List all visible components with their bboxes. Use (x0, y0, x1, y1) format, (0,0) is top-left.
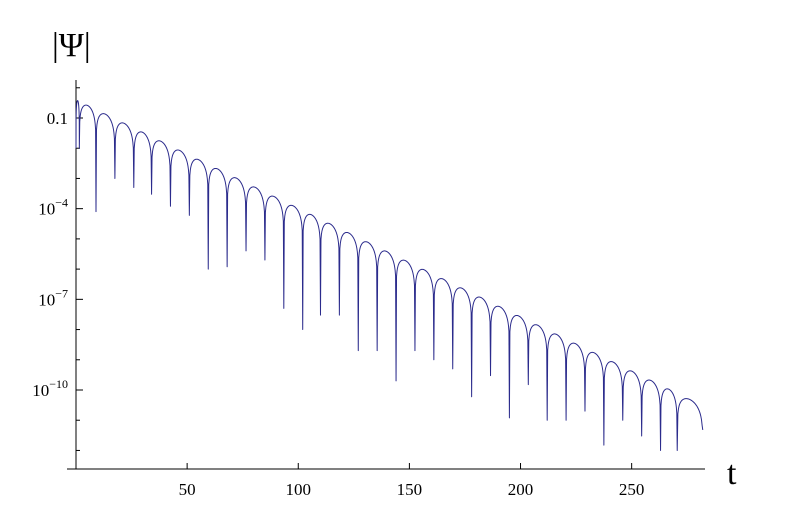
axes (67, 80, 705, 470)
x-tick-label: 100 (286, 480, 312, 499)
y-tick-exponent: −10 (49, 377, 68, 391)
y-ticks: 0.110−410−710−10 (32, 87, 83, 451)
y-tick-label: 0.1 (47, 109, 68, 128)
x-ticks: 50 100 150 200 250 (179, 463, 645, 499)
x-tick-label: 200 (508, 480, 534, 499)
y-tick-exponent: −4 (55, 196, 68, 210)
y-tick-base: 0.1 (47, 109, 68, 128)
y-tick-label: 10−7 (38, 286, 68, 309)
y-tick-base: 10 (32, 381, 49, 400)
x-tick-label: 250 (619, 480, 645, 499)
y-tick-base: 10 (38, 200, 55, 219)
y-tick-label: 10−4 (38, 196, 68, 219)
y-tick-base: 10 (38, 290, 55, 309)
x-axis-title: t (727, 455, 737, 492)
x-tick-label: 150 (397, 480, 423, 499)
y-tick-exponent: −7 (55, 286, 68, 300)
y-tick-label: 10−10 (32, 377, 68, 400)
x-tick-label: 50 (179, 480, 196, 499)
series-line (75, 100, 704, 451)
y-axis-title: |Ψ| (52, 27, 91, 64)
